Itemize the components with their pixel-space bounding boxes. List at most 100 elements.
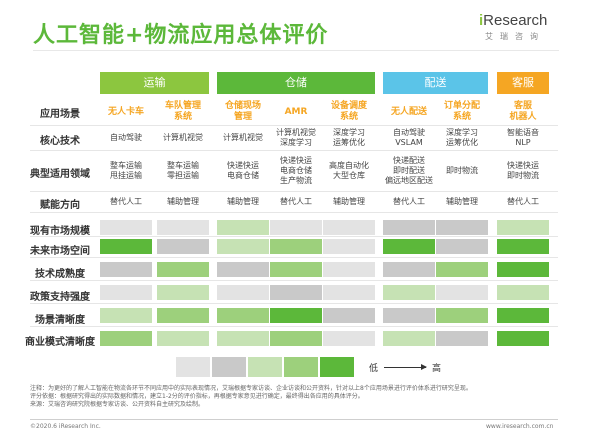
logo-subtitle: 艾瑞咨询 — [485, 32, 545, 41]
cell-tech: 自动驾驶 — [110, 133, 142, 142]
heatmap-cell — [270, 308, 322, 323]
scene-label: 客服 机器人 — [509, 101, 537, 122]
category-3: 配送 — [383, 72, 488, 94]
row-divider — [30, 150, 558, 151]
heatmap-cell — [217, 308, 269, 323]
heatmap-cell — [497, 262, 549, 277]
footer-copyright: ©2020.6 iResearch Inc. — [30, 423, 101, 430]
heatmap-cell — [270, 220, 322, 235]
heatmap-cell — [323, 285, 375, 300]
row-divider — [30, 303, 558, 304]
cell-direction: 辅助管理 — [333, 196, 365, 206]
heatmap-cell — [217, 262, 269, 277]
cell-direction: 辅助管理 — [227, 196, 259, 206]
note-line-2: 评分依据：根据研究得出的实际数据和情况，建立1-2分的评价指标，再根据专家意见进… — [30, 393, 364, 400]
cell-fields: 快递快运 即时物流 — [507, 161, 539, 180]
note-line-1: 注释：为更好的了解人工智能在物流各环节不同应用中的实际表现情况，艾瑞根据专家访谈… — [30, 385, 472, 392]
row-label: 商业模式清晰度 — [25, 337, 95, 348]
row-label: 典型适用领域 — [30, 169, 90, 180]
heatmap-cell — [436, 262, 488, 277]
legend-high-label: 高 — [432, 364, 442, 374]
heatmap-cell — [497, 331, 549, 346]
cell-tech: 深度学习 运筹优化 — [333, 128, 365, 147]
scene-label: 车队管理 系统 — [164, 101, 201, 122]
scene-label: 无人配送 — [390, 106, 427, 117]
category-4: 客服 — [497, 72, 549, 94]
scene-label: 仓储现场 管理 — [224, 101, 261, 122]
heatmap-cell — [436, 220, 488, 235]
cell-fields: 快递快运 电商仓储 生产物流 — [280, 156, 312, 185]
page-title: 人工智能+物流应用总体评价 — [33, 23, 329, 48]
row-divider — [30, 280, 558, 281]
heatmap-cell — [323, 308, 375, 323]
heatmap-cell — [383, 220, 435, 235]
row-divider — [30, 125, 558, 126]
heatmap-cell — [157, 331, 209, 346]
heatmap-cell — [436, 285, 488, 300]
heatmap-cell — [100, 331, 152, 346]
heatmap-cell — [157, 220, 209, 235]
cell-fields: 快递配送 即时配送 偏远地区配送 — [385, 156, 433, 185]
iresearch-logo: iResearch 艾瑞咨询 — [479, 13, 559, 42]
row-label: 应用场景 — [40, 109, 80, 120]
cell-tech: 深度学习 运筹优化 — [446, 128, 478, 147]
heatmap-cell — [157, 262, 209, 277]
logo-wordmark: iResearch — [479, 12, 548, 29]
heatmap-cell — [270, 331, 322, 346]
row-label: 政策支持强度 — [30, 292, 90, 303]
note-line-3: 来源：艾瑞咨询研究院根据专家访谈、公开资料自主研究及绘制。 — [30, 401, 205, 408]
heatmap-cell — [157, 239, 209, 254]
category-2: 仓储 — [217, 72, 375, 94]
scene-label: AMR — [284, 106, 308, 117]
cell-fields: 快递快运 电商仓储 — [227, 161, 259, 180]
row-label: 现有市场规模 — [30, 226, 90, 237]
cell-tech: 智能语音 NLP — [507, 128, 539, 147]
heatmap-cell — [100, 308, 152, 323]
category-1: 运输 — [100, 72, 209, 94]
heatmap-cell — [383, 308, 435, 323]
cell-fields: 即时物流 — [446, 166, 478, 175]
heatmap-cell — [436, 308, 488, 323]
legend-arrow-icon — [384, 364, 427, 370]
legend-swatch — [284, 357, 318, 377]
legend-swatch — [212, 357, 246, 377]
heatmap-cell — [217, 331, 269, 346]
heatmap-cell — [383, 262, 435, 277]
row-label: 场景清晰度 — [35, 315, 85, 326]
row-label: 未来市场空间 — [30, 246, 90, 257]
scene-label: 无人卡车 — [107, 106, 144, 117]
row-label: 技术成熟度 — [35, 269, 85, 280]
footer-divider — [30, 419, 558, 420]
heatmap-cell — [497, 285, 549, 300]
heatmap-cell — [323, 331, 375, 346]
heatmap-cell — [436, 239, 488, 254]
heatmap-cell — [100, 285, 152, 300]
heatmap-cell — [323, 262, 375, 277]
cell-tech: 计算机视觉 — [163, 133, 203, 142]
heatmap-cell — [383, 239, 435, 254]
cell-tech: 计算机视觉 深度学习 — [276, 128, 316, 147]
legend-swatch — [176, 357, 210, 377]
heatmap-cell — [436, 331, 488, 346]
cell-tech: 计算机视觉 — [223, 133, 263, 142]
heatmap-cell — [157, 308, 209, 323]
heatmap-cell — [497, 308, 549, 323]
heatmap-cell — [497, 220, 549, 235]
heatmap-cell — [217, 220, 269, 235]
heatmap-cell — [100, 239, 152, 254]
heatmap-cell — [157, 285, 209, 300]
row-divider — [30, 326, 558, 327]
legend-low-label: 低 — [369, 364, 379, 374]
heatmap-cell — [270, 285, 322, 300]
heatmap-cell — [217, 285, 269, 300]
cell-fields: 整车运输 甩挂运输 — [110, 161, 142, 180]
cell-fields: 高度自动化 大型仓库 — [329, 161, 369, 180]
row-label: 赋能方向 — [40, 200, 80, 211]
heatmap-cell — [100, 262, 152, 277]
heatmap-cell — [270, 262, 322, 277]
title-divider — [33, 50, 559, 51]
heatmap-cell — [323, 220, 375, 235]
row-divider — [30, 236, 558, 237]
legend-swatch — [248, 357, 282, 377]
heatmap-cell — [497, 239, 549, 254]
